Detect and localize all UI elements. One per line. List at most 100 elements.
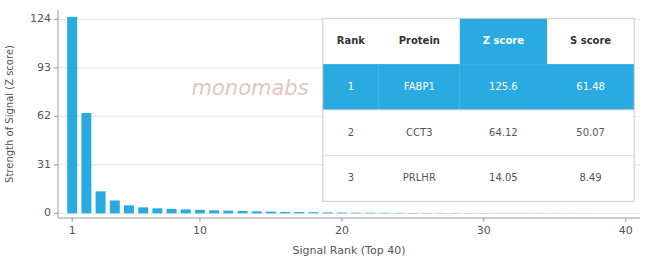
table-cell-text: 14.05 bbox=[489, 172, 518, 183]
table-header: Rank bbox=[337, 35, 366, 46]
table-cell bbox=[379, 156, 460, 202]
bar bbox=[223, 211, 233, 214]
bar bbox=[507, 213, 517, 214]
bar bbox=[81, 113, 91, 213]
table-background bbox=[323, 18, 634, 201]
bar bbox=[266, 212, 276, 214]
table-cell-text: 125.6 bbox=[489, 81, 518, 92]
bar bbox=[124, 205, 134, 213]
bar bbox=[380, 212, 390, 213]
y-tick-label: 124 bbox=[30, 12, 51, 25]
bar bbox=[323, 212, 333, 214]
table-header: Protein bbox=[399, 35, 440, 46]
watermark: monomabs bbox=[192, 76, 309, 100]
bar bbox=[408, 212, 418, 213]
y-tick bbox=[54, 164, 58, 165]
table-header-cell bbox=[460, 18, 547, 64]
table-cell bbox=[460, 64, 547, 110]
table-border bbox=[323, 18, 634, 201]
bar bbox=[536, 213, 546, 214]
bar bbox=[209, 210, 219, 213]
bar bbox=[493, 213, 503, 214]
x-tick bbox=[483, 218, 484, 222]
bar bbox=[607, 213, 617, 214]
bar bbox=[110, 200, 120, 213]
table-cell bbox=[460, 156, 547, 202]
table-cell-text: 1 bbox=[348, 81, 354, 92]
y-tick bbox=[54, 67, 58, 68]
x-tick bbox=[625, 218, 626, 222]
bar bbox=[181, 209, 191, 213]
bar bbox=[238, 211, 248, 213]
bar bbox=[67, 17, 77, 213]
table-separator bbox=[323, 109, 634, 110]
table-cell-text: PRLHR bbox=[403, 172, 436, 183]
table-header-cell bbox=[379, 18, 460, 64]
x-tick bbox=[341, 218, 342, 222]
y-axis-label: Strength of Signal (Z score) bbox=[4, 45, 15, 183]
bar bbox=[337, 212, 347, 214]
table: Rank Protein Z score S score 1 FABP1 125.6 61.4… bbox=[323, 18, 634, 201]
table-header-cell bbox=[547, 18, 634, 64]
table-cell bbox=[547, 64, 634, 110]
table-cell-text: FABP1 bbox=[404, 81, 435, 92]
y-tick-label: 93 bbox=[37, 61, 51, 74]
bar bbox=[280, 212, 290, 213]
bar bbox=[252, 211, 262, 213]
x-tick-label: 10 bbox=[193, 224, 207, 237]
bar bbox=[578, 213, 588, 214]
bar bbox=[521, 213, 531, 214]
axes: 0316293124110203040 bbox=[30, 10, 640, 237]
table-header-cell bbox=[323, 18, 379, 64]
bar bbox=[365, 212, 375, 214]
table-cell bbox=[547, 110, 634, 156]
bar bbox=[138, 207, 148, 213]
table-cell bbox=[547, 156, 634, 202]
bar bbox=[394, 212, 404, 213]
bar bbox=[294, 212, 304, 213]
x-axis-line bbox=[58, 218, 640, 219]
table-cell-text: 64.12 bbox=[489, 127, 518, 138]
bar bbox=[550, 213, 560, 214]
table-cell bbox=[379, 110, 460, 156]
bar bbox=[465, 213, 475, 214]
bar bbox=[167, 209, 177, 213]
table-header: Z score bbox=[483, 35, 524, 46]
bar bbox=[96, 191, 106, 213]
x-tick bbox=[199, 218, 200, 222]
table-cell bbox=[323, 156, 379, 202]
bar bbox=[479, 213, 489, 214]
table-header: S score bbox=[570, 35, 611, 46]
bar bbox=[152, 208, 162, 213]
table-separator bbox=[323, 155, 634, 156]
x-tick-label: 30 bbox=[477, 224, 491, 237]
chart-container: 0316293124110203040Signal Rank (Top 40)S… bbox=[0, 0, 650, 260]
table-cell bbox=[323, 64, 379, 110]
table-cell bbox=[460, 110, 547, 156]
x-axis-label: Signal Rank (Top 40) bbox=[293, 244, 406, 257]
table-cell-text: 50.07 bbox=[576, 127, 605, 138]
bar bbox=[450, 213, 460, 214]
y-tick bbox=[54, 116, 58, 117]
y-tick-label: 0 bbox=[44, 206, 51, 219]
bar bbox=[351, 212, 361, 214]
bar bbox=[422, 213, 432, 214]
x-tick-label: 20 bbox=[335, 224, 349, 237]
bar bbox=[309, 212, 319, 213]
table-cell-text: 8.49 bbox=[579, 172, 601, 183]
table-cell-text: 61.48 bbox=[576, 81, 605, 92]
table-cell-text: 2 bbox=[348, 127, 354, 138]
bar bbox=[592, 213, 602, 214]
table-cell-text: CCT3 bbox=[406, 127, 432, 138]
table-cell bbox=[379, 64, 460, 110]
chart-svg: 0316293124110203040Signal Rank (Top 40)S… bbox=[0, 0, 650, 260]
y-axis-line bbox=[58, 10, 59, 218]
x-tick-label: 40 bbox=[619, 224, 633, 237]
y-tick-label: 31 bbox=[37, 158, 51, 171]
y-tick bbox=[54, 19, 58, 20]
x-tick-label: 1 bbox=[69, 224, 76, 237]
bar bbox=[621, 213, 631, 214]
bar bbox=[564, 213, 574, 214]
table-cell bbox=[323, 110, 379, 156]
x-tick bbox=[72, 218, 73, 222]
